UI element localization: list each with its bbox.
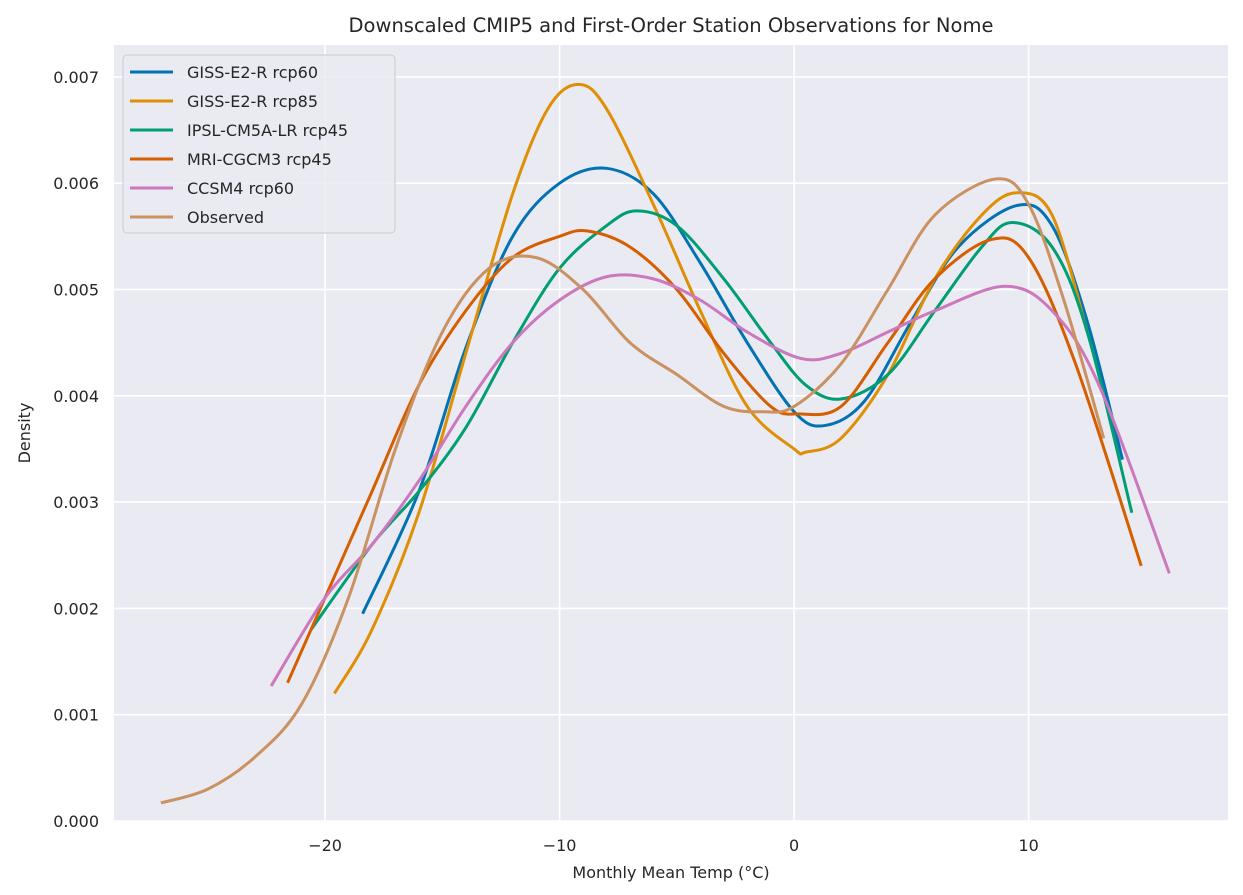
y-tick-label: 0.005 bbox=[53, 280, 99, 299]
series-line-giss-e2-r-rcp85 bbox=[333, 82, 1089, 695]
series-line-observed bbox=[160, 177, 1106, 805]
x-axis-label: Monthly Mean Temp (°C) bbox=[572, 863, 769, 882]
y-tick-labels: 0.000 0.001 0.002 0.003 0.004 0.005 0.006 0.007 bbox=[53, 68, 99, 831]
legend-label: GISS-E2-R rcp85 bbox=[187, 92, 318, 111]
legend-box bbox=[122, 54, 396, 234]
y-axis-label: Density bbox=[15, 403, 34, 464]
legend-label: MRI-CGCM3 rcp45 bbox=[187, 150, 332, 169]
y-tick-label: 0.006 bbox=[53, 174, 99, 193]
series-line-ipsl-cm5a-lr-rcp45 bbox=[309, 209, 1134, 631]
series-line-ccsm4-rcp60 bbox=[269, 273, 1171, 687]
x-tick-label: −20 bbox=[308, 836, 342, 855]
x-tick-label: 10 bbox=[1018, 836, 1038, 855]
y-tick-label: 0.007 bbox=[53, 68, 99, 87]
legend-label: Observed bbox=[187, 208, 264, 227]
legend-label: GISS-E2-R rcp60 bbox=[187, 63, 318, 82]
x-tick-labels: −20 −10 0 10 bbox=[308, 836, 1039, 855]
x-tick-label: −10 bbox=[543, 836, 577, 855]
y-tick-label: 0.001 bbox=[53, 706, 99, 725]
legend: GISS-E2-R rcp60 GISS-E2-R rcp85 IPSL-CM5A-… bbox=[122, 54, 396, 234]
chart-title: Downscaled CMIP5 and First-Order Station… bbox=[349, 14, 994, 37]
legend-label: IPSL-CM5A-LR rcp45 bbox=[187, 121, 348, 140]
legend-label: CCSM4 rcp60 bbox=[187, 179, 294, 198]
y-tick-label: 0.000 bbox=[53, 812, 99, 831]
gridlines bbox=[114, 45, 1228, 822]
y-tick-label: 0.004 bbox=[53, 387, 99, 406]
x-tick-label: 0 bbox=[789, 836, 799, 855]
y-tick-label: 0.003 bbox=[53, 493, 99, 512]
y-tick-label: 0.002 bbox=[53, 599, 99, 618]
series-lines bbox=[160, 82, 1171, 805]
